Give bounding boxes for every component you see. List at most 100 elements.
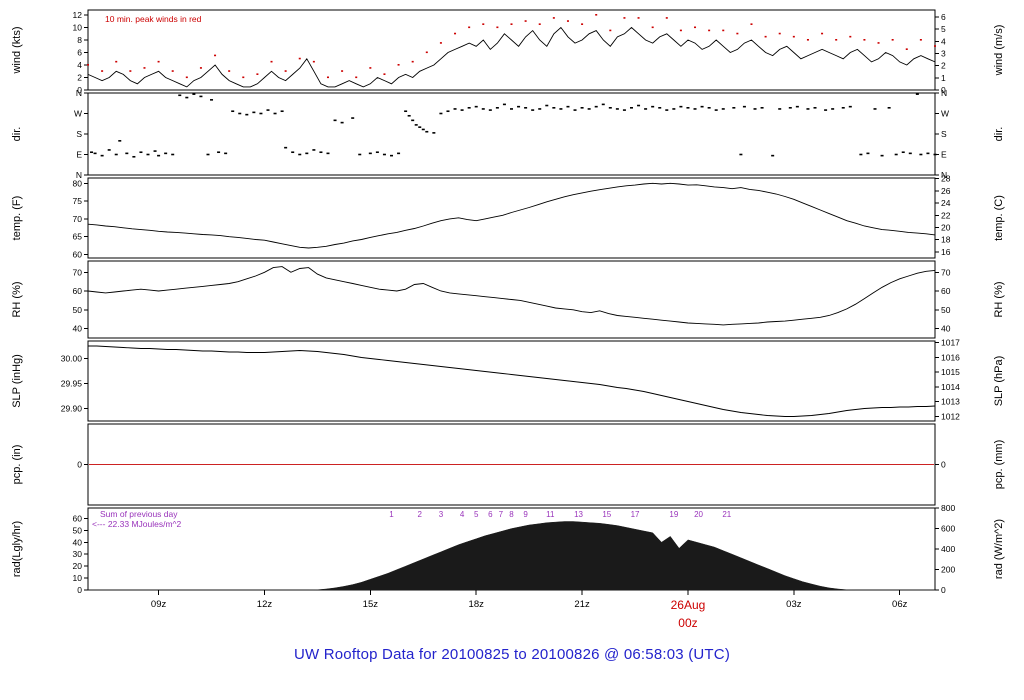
dir-scatter [291, 151, 295, 154]
dir-scatter [93, 152, 97, 155]
dir-scatter [831, 108, 835, 110]
wind-peak-dots [425, 51, 428, 54]
dir-scatter [887, 107, 891, 109]
dir-scatter [284, 146, 288, 149]
temp-right-axis-label: temp. (C) [993, 195, 1005, 241]
rad-mj-marker: 6 [488, 510, 493, 519]
rad-mj-marker: 3 [439, 510, 444, 519]
dir-scatter [421, 128, 425, 131]
dir-scatter [788, 107, 792, 109]
dir-scatter [552, 107, 556, 109]
temp-panel-frame [87, 177, 936, 259]
wind-peak-dots [806, 39, 809, 41]
pcp-right-tick-label: 0 [941, 460, 946, 470]
slp-right-tick-label: 1016 [941, 352, 960, 362]
dir-scatter [305, 152, 309, 155]
dir-scatter [340, 121, 344, 124]
dir-right-tick-label: N [941, 170, 947, 180]
wind-peak-dots [115, 60, 118, 63]
wind-peak-dots [298, 57, 301, 60]
date-marker-hour: 00z [678, 616, 697, 630]
wind-peak-dots [270, 60, 273, 63]
wind-peak-dots [411, 60, 414, 63]
wind-peak-dots [482, 23, 485, 25]
dir-scatter [919, 153, 923, 156]
rad-mj-marker: 19 [669, 510, 678, 519]
wind-peak-dots [637, 17, 640, 19]
wind-peak-dots [750, 23, 753, 25]
dir-scatter [164, 152, 168, 155]
wind-peak-dots [792, 35, 795, 38]
dir-scatter [665, 109, 669, 111]
slp-right-tick-label: 1014 [941, 382, 960, 392]
dir-scatter [510, 108, 513, 110]
rad-left-tick-label: 50 [73, 525, 83, 535]
dir-scatter [880, 154, 884, 157]
dir-scatter [658, 107, 662, 109]
dir-scatter [217, 151, 221, 154]
wind-peak-dots [496, 26, 499, 29]
rad-right-tick-label: 800 [941, 503, 955, 513]
dir-scatter [686, 107, 690, 109]
slp-right-axis-label: SLP (hPa) [993, 356, 1005, 407]
dir-scatter [425, 130, 429, 133]
dir-scatter [206, 153, 210, 156]
rad-mj-marker: 7 [499, 510, 504, 519]
dir-scatter [298, 153, 302, 156]
wind-peak-dots [919, 39, 922, 41]
dir-scatter [908, 152, 912, 155]
dir-scatter [326, 152, 330, 155]
wind-peak-dots [566, 20, 569, 22]
wind-peak-dots [369, 67, 372, 69]
dir-scatter [107, 149, 111, 151]
rad-left-tick-label: 20 [73, 561, 83, 571]
rh-right-axis-label: RH (%) [993, 281, 1005, 317]
rh-line [87, 266, 936, 326]
temp-right-tick-label: 26 [941, 186, 951, 196]
wind-peak-dots [143, 67, 146, 69]
wind-peak-dots [877, 42, 880, 44]
dir-scatter [587, 108, 591, 110]
dir-scatter [333, 119, 337, 122]
wind-right-tick-label: 0 [941, 85, 946, 95]
dir-scatter [411, 119, 415, 122]
dir-scatter [714, 109, 718, 111]
wind-right-tick-label: 5 [941, 24, 946, 34]
rh-right-tick-label: 40 [941, 324, 951, 334]
slp-panel-frame [87, 340, 936, 422]
dir-scatter [390, 154, 394, 157]
dir-scatter [178, 94, 182, 97]
dir-scatter [132, 155, 136, 158]
wind-peak-dots [694, 26, 697, 29]
dir-scatter [693, 108, 697, 110]
rh-left-tick-label: 60 [73, 286, 83, 296]
wind-peak-dots [623, 17, 626, 19]
dir-right-tick-label: E [941, 150, 947, 160]
dir-scatter [192, 93, 196, 95]
wind-panel-frame [87, 9, 936, 91]
wind-peak-dots [538, 23, 541, 25]
x-axis-tick-label: 03z [786, 599, 802, 610]
dir-scatter [397, 152, 401, 155]
rad-mj-marker: 17 [631, 510, 640, 519]
rad-left-tick-label: 40 [73, 537, 83, 547]
wind-peak-dots [849, 35, 852, 38]
dir-scatter [432, 132, 436, 134]
dir-scatter [795, 105, 799, 108]
wind-peak-dots [242, 76, 245, 79]
rad-mj-marker: 4 [460, 510, 465, 519]
slp-right-tick-label: 1015 [941, 367, 960, 377]
wind-peak-dots [821, 32, 824, 35]
slp-line [88, 345, 936, 417]
temp-left-tick-label: 75 [73, 196, 83, 206]
temp-left-tick-label: 65 [73, 232, 83, 242]
dir-scatter [566, 105, 570, 108]
pcp-left-axis-label: pcp. (in) [11, 445, 23, 485]
rh-right-tick-label: 50 [941, 305, 951, 315]
dir-scatter [407, 114, 411, 117]
wind-peak-dots [905, 48, 908, 50]
slp-right-tick-label: 1013 [941, 397, 960, 407]
slp-right-tick-label: 1012 [941, 412, 960, 422]
dir-right-axis-label: dir. [993, 127, 1005, 142]
